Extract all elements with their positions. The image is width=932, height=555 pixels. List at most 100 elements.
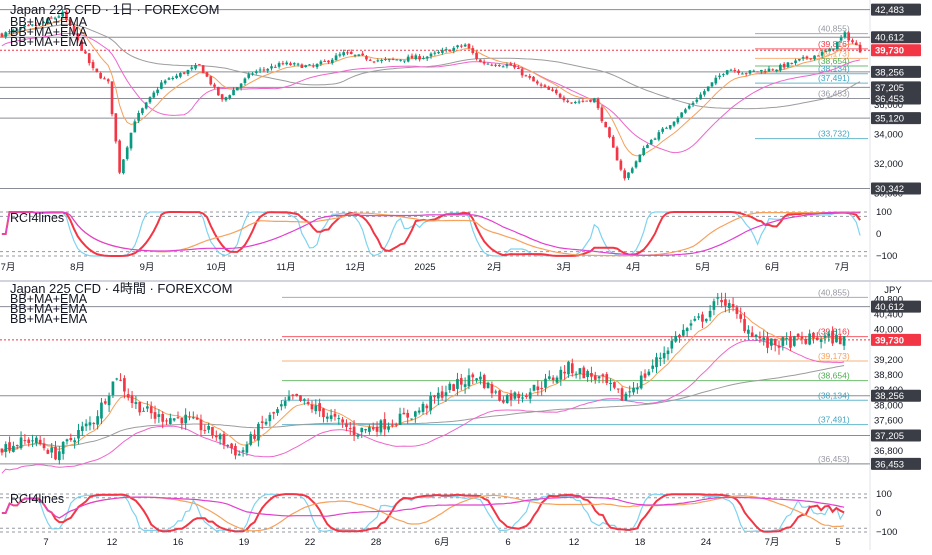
candle-body [380, 60, 383, 62]
candle-body [310, 404, 314, 410]
candle-body [375, 426, 379, 432]
candle-body [406, 56, 410, 62]
candle-body [775, 69, 778, 72]
h4-rci-axis: 100 0 −100 [876, 489, 897, 538]
h4-candles [0, 292, 846, 465]
rci-line [1, 493, 845, 533]
candle-body [820, 51, 824, 56]
candle-body [322, 408, 325, 418]
candle-body [4, 444, 8, 452]
candle-body [747, 329, 750, 334]
candle-body [289, 63, 292, 66]
candle-body [623, 170, 626, 179]
candle-body [748, 70, 752, 74]
candle-body [306, 402, 310, 404]
candle-body [819, 339, 823, 342]
candle-body [847, 32, 851, 41]
candle-body [605, 374, 609, 383]
level-tag [871, 3, 921, 16]
time-tick-label: 3月 [557, 262, 572, 273]
candle-body [851, 40, 854, 43]
candle-body [264, 421, 268, 425]
candle-body [739, 314, 743, 319]
time-tick-label: 12 [107, 537, 118, 548]
candle-body [792, 336, 796, 346]
candle-body [224, 97, 228, 101]
candle-body [429, 396, 432, 411]
candle-body [444, 392, 448, 397]
candle-body [725, 70, 729, 75]
candle-body [163, 80, 167, 84]
candle-body [417, 410, 421, 413]
daily-chart-title: Japan 225 CFD · 1日 · FOREXCOM [10, 2, 220, 17]
candle-body [138, 401, 142, 413]
fib-label: (36,453) [818, 454, 850, 464]
fib-label: (40,855) [818, 24, 850, 34]
time-tick-label: 6月 [435, 537, 450, 548]
candle-body [364, 429, 367, 431]
candle-body [80, 426, 84, 431]
candle-body [661, 128, 664, 132]
candle-body [190, 67, 194, 70]
candle-body [562, 97, 566, 101]
candle-body [338, 54, 342, 56]
candle-body [371, 427, 375, 430]
candle-body [165, 420, 168, 422]
candle-body [61, 441, 65, 454]
candle-body [615, 147, 619, 161]
candle-body [111, 381, 115, 396]
rci-tick-label: 100 [876, 207, 892, 218]
candle-body [247, 74, 251, 78]
price-tick-label: 39,200 [874, 355, 903, 366]
candle-body [547, 376, 551, 379]
time-tick-label: 10月 [206, 262, 226, 273]
candle-body [253, 434, 256, 439]
candle-body [858, 44, 862, 53]
candle-body [766, 337, 769, 348]
candle-body [827, 333, 831, 337]
candle-body [670, 340, 674, 349]
h4-indicator-label-1: BB+MA+EMA [10, 292, 88, 306]
candle-body [482, 61, 486, 64]
last-price-text: 39,730 [875, 46, 904, 57]
candle-body [590, 373, 593, 377]
level-tag-text: 36,453 [875, 94, 904, 105]
candle-body [402, 412, 406, 415]
candle-body [376, 60, 380, 62]
candle-body [785, 338, 789, 340]
candle-body [559, 369, 563, 380]
candle-body [505, 64, 509, 67]
candle-body [211, 427, 214, 436]
candle-body [394, 424, 398, 426]
candle-body [558, 93, 562, 98]
candle-body [440, 391, 444, 398]
candle-body [613, 382, 616, 388]
candle-body [798, 58, 801, 61]
candle-body [403, 60, 406, 62]
time-tick-label: 16 [173, 537, 184, 548]
daily-rci-lines [1, 211, 861, 257]
candle-body [188, 416, 191, 418]
candle-body [689, 323, 693, 326]
candle-body [704, 318, 708, 322]
candle-body [129, 132, 133, 149]
level-tag-text: 42,483 [875, 5, 904, 16]
time-tick-label: 12 [569, 537, 580, 548]
candle-body [636, 387, 639, 390]
candle-body [203, 429, 207, 431]
level-tag-text: 38,256 [875, 67, 904, 78]
candle-body [280, 404, 283, 407]
candle-body [712, 301, 716, 310]
fib-label: (39,816) [818, 39, 850, 49]
candle-body [295, 393, 299, 396]
fib-label: (40,855) [818, 287, 850, 297]
candle-body [107, 395, 111, 406]
daily-panel: (40,855)(39,816)(39,173)(38,654)(38,134)… [0, 0, 921, 280]
candle-body [76, 33, 80, 41]
candle-body [509, 393, 513, 400]
candle-body [535, 81, 539, 84]
candle-body [452, 47, 456, 51]
candle-body [239, 83, 243, 89]
candle-body [352, 426, 356, 436]
candle-body [325, 416, 329, 419]
